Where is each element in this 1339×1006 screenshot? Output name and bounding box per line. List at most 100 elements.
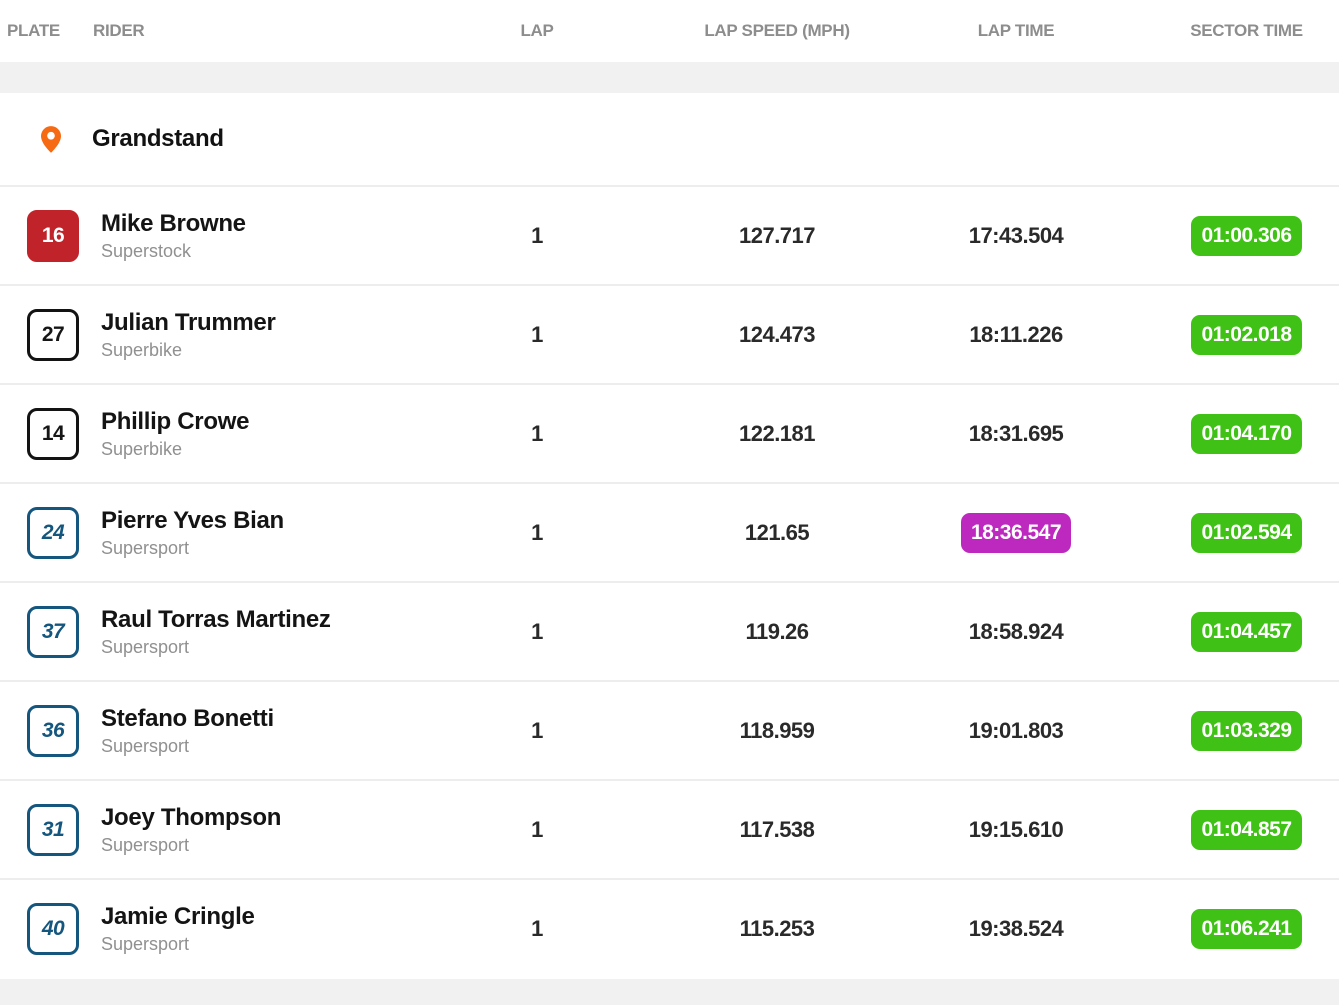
lap-time-value: 19:01.803	[968, 717, 1064, 743]
header-left-group: PLATE RIDER	[0, 0, 450, 62]
lap-time-value: 19:38.524	[968, 915, 1064, 941]
column-header-plate: PLATE	[7, 21, 60, 40]
lap-time-value: 18:31.695	[968, 420, 1064, 446]
lap-speed-value: 124.473	[738, 321, 816, 347]
lap-time-cell: 19:15.610	[930, 817, 1102, 843]
plate-number: 37	[41, 619, 65, 643]
rider-rows: 16 Mike Browne Superstock 1 127.717 17:4…	[0, 185, 1339, 977]
location-pin-icon	[41, 125, 61, 153]
sector-time-badge: 01:04.857	[1191, 809, 1302, 850]
rider-info: Phillip Crowe Superbike	[101, 408, 249, 460]
lap-time-cell: 18:31.695	[930, 421, 1102, 447]
section-header-grandstand: Grandstand	[0, 93, 1339, 185]
rider-class: Superbike	[101, 339, 183, 360]
rider-cell: 24 Pierre Yves Bian Supersport	[0, 506, 450, 559]
lap-value: 1	[531, 519, 543, 545]
sector-time-cell: 01:02.594	[1102, 512, 1339, 553]
rider-name: Jamie Cringle	[101, 902, 255, 930]
lap-value: 1	[531, 321, 543, 347]
rider-class: Superbike	[101, 438, 183, 459]
lap-value: 1	[531, 618, 543, 644]
table-header-row: PLATE RIDER LAP LAP SPEED (MPH) LAP TIME…	[0, 0, 1339, 62]
bottom-divider-band	[0, 979, 1339, 1005]
plate-number: 14	[41, 421, 65, 445]
lap-speed-value: 115.253	[739, 915, 815, 941]
sector-time-badge: 01:00.306	[1191, 215, 1302, 256]
sector-time-cell: 01:04.457	[1102, 611, 1339, 652]
sector-time-cell: 01:06.241	[1102, 908, 1339, 949]
rider-row[interactable]: 37 Raul Torras Martinez Supersport 1 119…	[0, 581, 1339, 680]
rider-name: Raul Torras Martinez	[101, 605, 331, 633]
plate-badge: 36	[27, 704, 79, 757]
column-header-lap-time: LAP TIME	[977, 21, 1055, 40]
plate-badge: 14	[27, 407, 79, 460]
rider-info: Joey Thompson Supersport	[101, 804, 281, 856]
lap-time-value: 17:43.504	[968, 222, 1064, 248]
column-header-lap-speed: LAP SPEED (MPH)	[704, 21, 850, 40]
plate-badge: 37	[27, 605, 79, 658]
rider-class: Supersport	[101, 636, 190, 657]
lap-time-cell: 18:58.924	[930, 619, 1102, 645]
sector-time-badge: 01:04.457	[1191, 611, 1302, 652]
rider-row[interactable]: 16 Mike Browne Superstock 1 127.717 17:4…	[0, 185, 1339, 284]
plate-number: 36	[41, 718, 65, 742]
plate-badge: 16	[27, 209, 79, 262]
lap-time-value: 18:58.924	[968, 618, 1064, 644]
lap-time-value: 18:11.226	[969, 321, 1063, 347]
sector-time-badge: 01:03.329	[1191, 710, 1302, 751]
lap-time-value: 19:15.610	[968, 816, 1064, 842]
lap-speed-value: 121.65	[744, 519, 810, 545]
sector-time-badge: 01:06.241	[1191, 908, 1302, 949]
column-header-lap: LAP	[520, 21, 554, 40]
sector-time-cell: 01:03.329	[1102, 710, 1339, 751]
lap-time-cell: 18:11.226	[930, 322, 1102, 348]
rider-info: Stefano Bonetti Supersport	[101, 705, 274, 757]
top-divider-band	[0, 62, 1339, 93]
rider-row[interactable]: 31 Joey Thompson Supersport 1 117.538 19…	[0, 779, 1339, 878]
rider-row[interactable]: 36 Stefano Bonetti Supersport 1 118.959 …	[0, 680, 1339, 779]
plate-number: 16	[41, 223, 65, 247]
rider-name: Phillip Crowe	[101, 407, 250, 435]
rider-row[interactable]: 14 Phillip Crowe Superbike 1 122.181 18:…	[0, 383, 1339, 482]
rider-cell: 36 Stefano Bonetti Supersport	[0, 704, 450, 757]
rider-row[interactable]: 24 Pierre Yves Bian Supersport 1 121.65 …	[0, 482, 1339, 581]
sector-time-cell: 01:04.170	[1102, 413, 1339, 454]
lap-speed-value: 127.717	[738, 222, 816, 248]
plate-badge: 24	[27, 506, 79, 559]
section-title: Grandstand	[92, 125, 224, 152]
rider-name: Julian Trummer	[101, 308, 276, 336]
rider-cell: 14 Phillip Crowe Superbike	[0, 407, 450, 460]
rider-class: Supersport	[101, 735, 190, 756]
rider-class: Supersport	[101, 933, 190, 954]
rider-row[interactable]: 40 Jamie Cringle Supersport 1 115.253 19…	[0, 878, 1339, 977]
lap-time-cell: 17:43.504	[930, 223, 1102, 249]
lap-value: 1	[531, 915, 543, 941]
rider-cell: 27 Julian Trummer Superbike	[0, 308, 450, 361]
plate-badge: 40	[27, 902, 79, 955]
sector-time-cell: 01:02.018	[1102, 314, 1339, 355]
rider-cell: 16 Mike Browne Superstock	[0, 209, 450, 262]
rider-name: Pierre Yves Bian	[101, 506, 284, 534]
rider-cell: 40 Jamie Cringle Supersport	[0, 902, 450, 955]
sector-time-badge: 01:02.594	[1191, 512, 1302, 553]
plate-number: 24	[41, 520, 65, 544]
column-header-rider: RIDER	[93, 21, 145, 40]
lap-time-cell: 19:01.803	[930, 718, 1102, 744]
plate-number: 27	[41, 322, 65, 346]
rider-info: Mike Browne Superstock	[101, 210, 246, 262]
rider-name: Mike Browne	[101, 209, 246, 237]
lap-speed-value: 117.538	[739, 816, 815, 842]
lap-time-value: 18:36.547	[960, 512, 1072, 553]
rider-name: Joey Thompson	[101, 803, 282, 831]
lap-value: 1	[531, 816, 543, 842]
lap-time-cell: 19:38.524	[930, 916, 1102, 942]
lap-value: 1	[531, 222, 543, 248]
rider-info: Julian Trummer Superbike	[101, 309, 276, 361]
rider-name: Stefano Bonetti	[101, 704, 274, 732]
sector-time-cell: 01:04.857	[1102, 809, 1339, 850]
plate-badge: 27	[27, 308, 79, 361]
rider-row[interactable]: 27 Julian Trummer Superbike 1 124.473 18…	[0, 284, 1339, 383]
rider-cell: 37 Raul Torras Martinez Supersport	[0, 605, 450, 658]
lap-value: 1	[531, 420, 543, 446]
